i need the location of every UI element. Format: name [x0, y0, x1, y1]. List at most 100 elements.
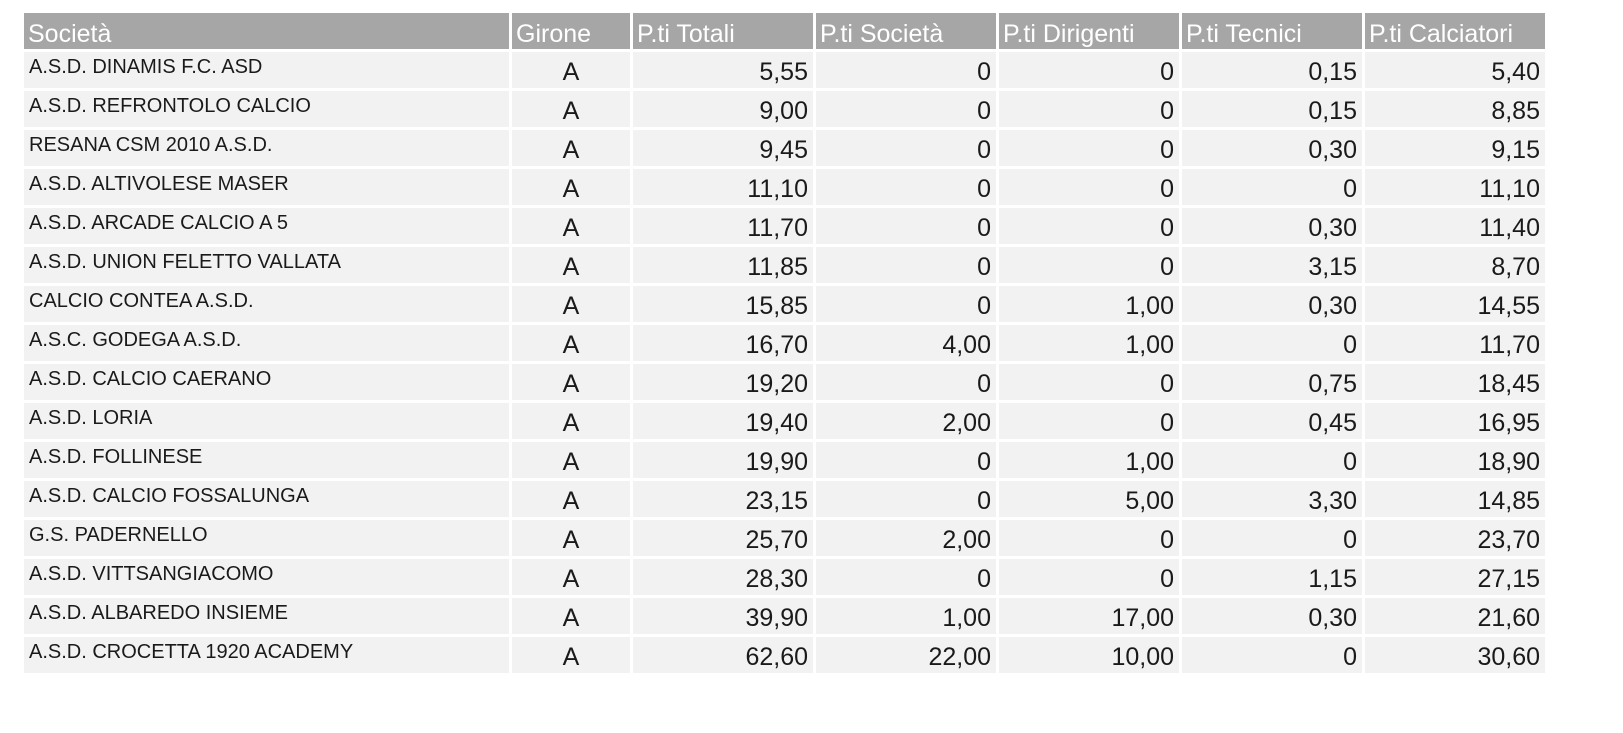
cell-punti-calciatori[interactable]: 21,60	[1365, 598, 1545, 634]
cell-girone[interactable]: A	[512, 520, 630, 556]
cell-girone[interactable]: A	[512, 208, 630, 244]
cell-punti-tecnici[interactable]: 0,45	[1182, 403, 1362, 439]
cell-punti-calciatori[interactable]: 11,40	[1365, 208, 1545, 244]
cell-punti-dirigenti[interactable]: 0	[999, 208, 1179, 244]
cell-punti-societa[interactable]: 4,00	[816, 325, 996, 361]
cell-punti-dirigenti[interactable]: 10,00	[999, 637, 1179, 673]
cell-girone[interactable]: A	[512, 598, 630, 634]
cell-punti-tecnici[interactable]: 0,15	[1182, 91, 1362, 127]
table-row[interactable]: A.S.D. LORIA A 19,40 2,00 0 0,45 16,95	[24, 403, 1545, 439]
cell-punti-dirigenti[interactable]: 17,00	[999, 598, 1179, 634]
cell-punti-calciatori[interactable]: 14,55	[1365, 286, 1545, 322]
cell-girone[interactable]: A	[512, 481, 630, 517]
cell-punti-totali[interactable]: 5,55	[633, 52, 813, 88]
cell-punti-totali[interactable]: 11,70	[633, 208, 813, 244]
table-row[interactable]: A.S.D. FOLLINESE A 19,90 0 1,00 0 18,90	[24, 442, 1545, 478]
cell-punti-calciatori[interactable]: 27,15	[1365, 559, 1545, 595]
cell-societa[interactable]: A.S.D. ALTIVOLESE MASER	[24, 169, 509, 205]
cell-punti-totali[interactable]: 25,70	[633, 520, 813, 556]
cell-punti-dirigenti[interactable]: 0	[999, 247, 1179, 283]
cell-punti-societa[interactable]: 22,00	[816, 637, 996, 673]
cell-punti-tecnici[interactable]: 3,15	[1182, 247, 1362, 283]
cell-punti-dirigenti[interactable]: 1,00	[999, 442, 1179, 478]
cell-punti-dirigenti[interactable]: 0	[999, 364, 1179, 400]
cell-punti-totali[interactable]: 23,15	[633, 481, 813, 517]
cell-punti-calciatori[interactable]: 9,15	[1365, 130, 1545, 166]
cell-girone[interactable]: A	[512, 52, 630, 88]
cell-punti-dirigenti[interactable]: 0	[999, 52, 1179, 88]
cell-punti-tecnici[interactable]: 0	[1182, 637, 1362, 673]
cell-punti-calciatori[interactable]: 11,10	[1365, 169, 1545, 205]
cell-punti-societa[interactable]: 0	[816, 52, 996, 88]
cell-societa[interactable]: A.S.D. REFRONTOLO CALCIO	[24, 91, 509, 127]
cell-punti-tecnici[interactable]: 0	[1182, 442, 1362, 478]
cell-punti-societa[interactable]: 2,00	[816, 403, 996, 439]
cell-societa[interactable]: A.S.D. ARCADE CALCIO A 5	[24, 208, 509, 244]
cell-societa[interactable]: A.S.D. LORIA	[24, 403, 509, 439]
table-row[interactable]: A.S.D. ALBAREDO INSIEME A 39,90 1,00 17,00 0,…	[24, 598, 1545, 634]
cell-punti-totali[interactable]: 39,90	[633, 598, 813, 634]
cell-punti-dirigenti[interactable]: 1,00	[999, 325, 1179, 361]
cell-societa[interactable]: A.S.D. FOLLINESE	[24, 442, 509, 478]
cell-punti-calciatori[interactable]: 23,70	[1365, 520, 1545, 556]
cell-punti-societa[interactable]: 0	[816, 169, 996, 205]
cell-girone[interactable]: A	[512, 403, 630, 439]
table-row[interactable]: A.S.D. CROCETTA 1920 ACADEMY A 62,60 22,00 1…	[24, 637, 1545, 673]
cell-punti-societa[interactable]: 0	[816, 91, 996, 127]
table-row[interactable]: A.S.D. CALCIO FOSSALUNGA A 23,15 0 5,00 3,30 1…	[24, 481, 1545, 517]
cell-girone[interactable]: A	[512, 91, 630, 127]
cell-punti-tecnici[interactable]: 0	[1182, 520, 1362, 556]
cell-girone[interactable]: A	[512, 559, 630, 595]
cell-punti-calciatori[interactable]: 14,85	[1365, 481, 1545, 517]
cell-punti-dirigenti[interactable]: 0	[999, 130, 1179, 166]
table-row[interactable]: A.S.D. REFRONTOLO CALCIO A 9,00 0 0 0,15 8,85	[24, 91, 1545, 127]
cell-societa[interactable]: RESANA CSM 2010 A.S.D.	[24, 130, 509, 166]
cell-punti-calciatori[interactable]: 18,45	[1365, 364, 1545, 400]
cell-punti-totali[interactable]: 9,00	[633, 91, 813, 127]
cell-societa[interactable]: CALCIO CONTEA A.S.D.	[24, 286, 509, 322]
cell-societa[interactable]: A.S.C. GODEGA A.S.D.	[24, 325, 509, 361]
cell-punti-totali[interactable]: 62,60	[633, 637, 813, 673]
cell-punti-tecnici[interactable]: 0,75	[1182, 364, 1362, 400]
cell-punti-tecnici[interactable]: 3,30	[1182, 481, 1362, 517]
cell-punti-tecnici[interactable]: 0,30	[1182, 208, 1362, 244]
cell-punti-calciatori[interactable]: 18,90	[1365, 442, 1545, 478]
cell-punti-calciatori[interactable]: 5,40	[1365, 52, 1545, 88]
cell-societa[interactable]: A.S.D. UNION FELETTO VALLATA	[24, 247, 509, 283]
table-row[interactable]: G.S. PADERNELLO A 25,70 2,00 0 0 23,70	[24, 520, 1545, 556]
cell-punti-calciatori[interactable]: 8,70	[1365, 247, 1545, 283]
cell-girone[interactable]: A	[512, 286, 630, 322]
cell-societa[interactable]: A.S.D. CROCETTA 1920 ACADEMY	[24, 637, 509, 673]
cell-societa[interactable]: A.S.D. VITTSANGIACOMO	[24, 559, 509, 595]
cell-punti-tecnici[interactable]: 0,30	[1182, 286, 1362, 322]
table-row[interactable]: A.S.D. UNION FELETTO VALLATA A 11,85 0 0 3,15…	[24, 247, 1545, 283]
cell-punti-calciatori[interactable]: 30,60	[1365, 637, 1545, 673]
cell-punti-tecnici[interactable]: 0,30	[1182, 130, 1362, 166]
cell-punti-totali[interactable]: 11,85	[633, 247, 813, 283]
cell-punti-totali[interactable]: 15,85	[633, 286, 813, 322]
cell-punti-dirigenti[interactable]: 0	[999, 91, 1179, 127]
cell-punti-societa[interactable]: 2,00	[816, 520, 996, 556]
cell-societa[interactable]: A.S.D. ALBAREDO INSIEME	[24, 598, 509, 634]
cell-punti-dirigenti[interactable]: 0	[999, 520, 1179, 556]
cell-punti-tecnici[interactable]: 0,15	[1182, 52, 1362, 88]
cell-societa[interactable]: G.S. PADERNELLO	[24, 520, 509, 556]
cell-girone[interactable]: A	[512, 325, 630, 361]
table-row[interactable]: A.S.D. ARCADE CALCIO A 5 A 11,70 0 0 0,30 11,4…	[24, 208, 1545, 244]
cell-punti-dirigenti[interactable]: 1,00	[999, 286, 1179, 322]
cell-punti-dirigenti[interactable]: 0	[999, 403, 1179, 439]
cell-punti-dirigenti[interactable]: 0	[999, 559, 1179, 595]
cell-punti-societa[interactable]: 0	[816, 559, 996, 595]
cell-punti-dirigenti[interactable]: 5,00	[999, 481, 1179, 517]
cell-girone[interactable]: A	[512, 247, 630, 283]
cell-punti-tecnici[interactable]: 0	[1182, 325, 1362, 361]
cell-punti-societa[interactable]: 0	[816, 247, 996, 283]
cell-punti-totali[interactable]: 19,90	[633, 442, 813, 478]
cell-punti-tecnici[interactable]: 1,15	[1182, 559, 1362, 595]
cell-societa[interactable]: A.S.D. DINAMIS F.C. ASD	[24, 52, 509, 88]
cell-girone[interactable]: A	[512, 442, 630, 478]
cell-punti-calciatori[interactable]: 8,85	[1365, 91, 1545, 127]
table-row[interactable]: CALCIO CONTEA A.S.D. A 15,85 0 1,00 0,30 14,55	[24, 286, 1545, 322]
cell-punti-societa[interactable]: 0	[816, 481, 996, 517]
cell-societa[interactable]: A.S.D. CALCIO FOSSALUNGA	[24, 481, 509, 517]
